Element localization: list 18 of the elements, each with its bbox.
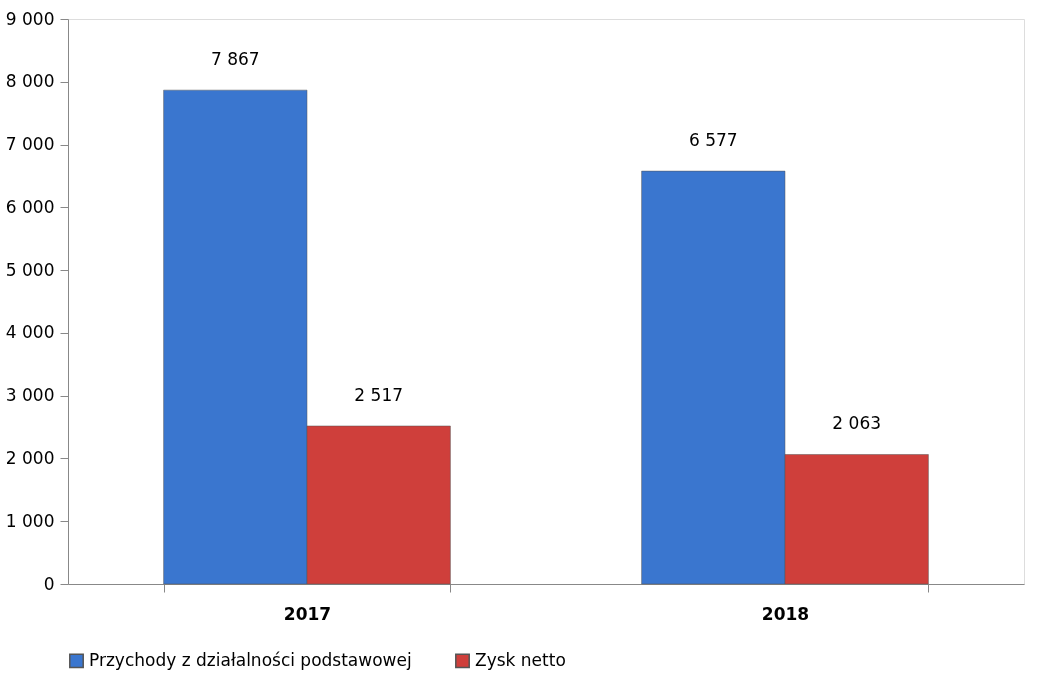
y-tick-label: 9 000 bbox=[5, 8, 55, 29]
y-tick-label: 0 bbox=[43, 573, 55, 594]
y-tick-label: 4 000 bbox=[5, 322, 55, 343]
data-label: 6 577 bbox=[688, 130, 738, 151]
y-tick-label: 3 000 bbox=[5, 385, 55, 406]
data-label: 2 063 bbox=[832, 413, 882, 434]
y-tick-label: 6 000 bbox=[5, 196, 55, 217]
data-label: 2 517 bbox=[354, 384, 404, 405]
legend-label: Przychody z działalności podstawowej bbox=[89, 649, 412, 670]
y-tick-label: 7 000 bbox=[5, 134, 55, 155]
x-tick-label: 2017 bbox=[283, 603, 332, 624]
y-tick-label: 2 000 bbox=[5, 447, 55, 468]
x-tick-label: 2018 bbox=[761, 603, 810, 624]
legend-label: Zysk netto bbox=[475, 649, 566, 670]
y-tick-label: 8 000 bbox=[5, 71, 55, 92]
y-tick-label: 5 000 bbox=[5, 259, 55, 280]
y-tick-label: 1 000 bbox=[5, 510, 55, 531]
data-label: 7 867 bbox=[210, 49, 260, 70]
